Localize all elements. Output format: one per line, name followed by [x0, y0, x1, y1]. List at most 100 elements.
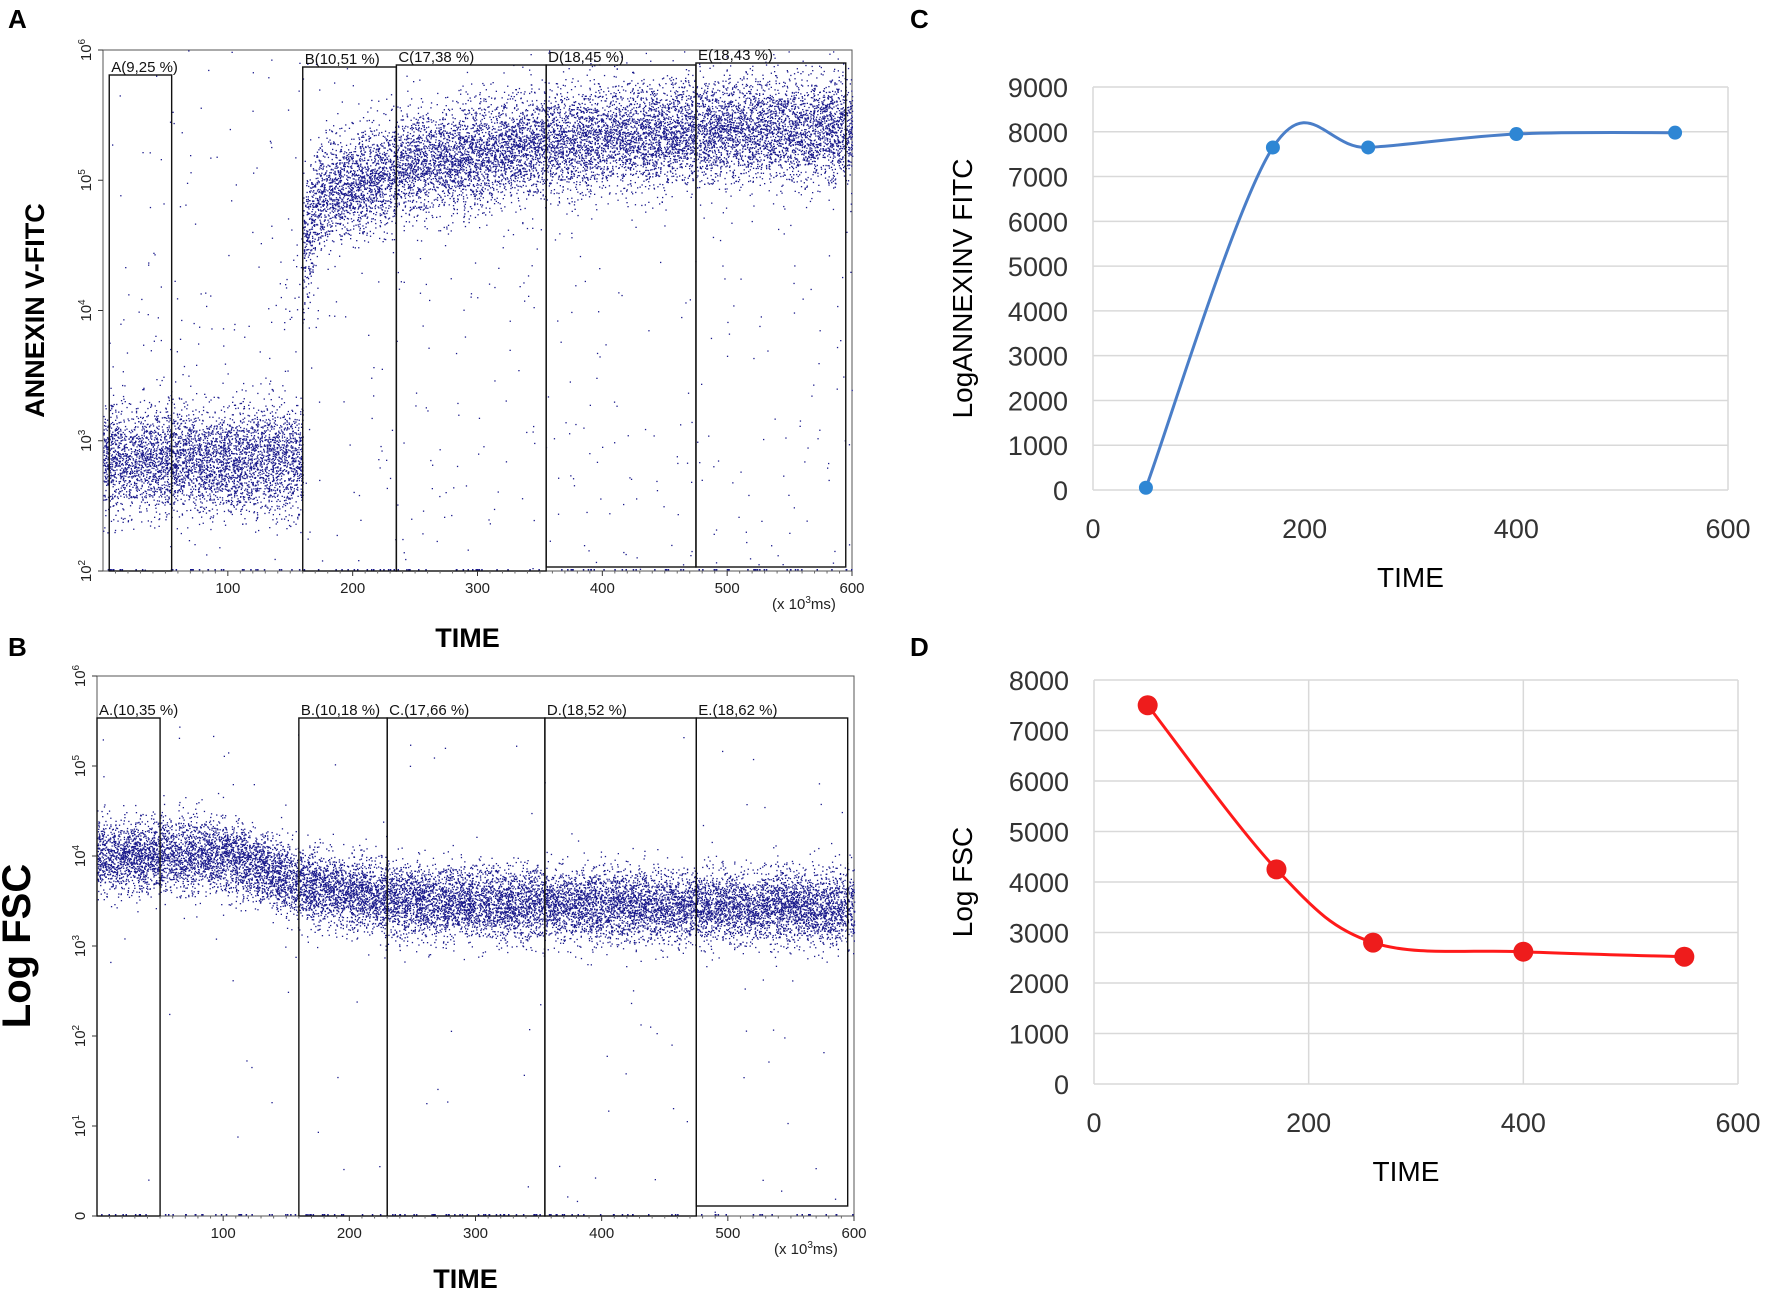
y-tick-label: 3000: [1008, 342, 1068, 372]
y-tick-label: 106: [77, 38, 95, 61]
data-point: [1361, 140, 1375, 154]
plot-frame: [97, 676, 854, 1216]
x-tick-label: 600: [841, 1225, 866, 1242]
gate-c: [387, 718, 545, 1216]
flow-scatter-chart-a: A(9,25 %) B(10,51 %) C(17,38 %) D(18,45 %) E…: [20, 38, 865, 653]
x-tick-label: 200: [340, 580, 365, 597]
event-dots: [103, 50, 853, 571]
y-axis-title: LogANNEXINV FITC: [947, 159, 978, 419]
gate-e: [696, 718, 847, 1206]
data-point: [1266, 859, 1286, 879]
y-axis-title: ANNEXIN V-FITC: [20, 203, 50, 418]
y-tick-label: 5000: [1009, 818, 1069, 848]
x-axis-title: TIME: [435, 623, 500, 653]
data-point: [1138, 695, 1158, 715]
gate-label-c: C(17,38 %): [398, 49, 474, 66]
y-tick-label: 101: [71, 1114, 89, 1137]
x-tick-label: 200: [1282, 514, 1327, 544]
x-axis-title: TIME: [433, 1264, 498, 1291]
x-tick-label: 100: [215, 580, 240, 597]
y-tick-label: 103: [71, 934, 89, 957]
x-tick-label: 0: [1085, 514, 1100, 544]
y-tick-label: 105: [77, 169, 95, 192]
x-axis-title: TIME: [1373, 1156, 1440, 1187]
gate-label-b: B(10,51 %): [305, 51, 380, 68]
gate-b: [299, 718, 387, 1216]
x-tick-label: 400: [589, 1225, 614, 1242]
x-tick-label: 500: [715, 1225, 740, 1242]
y-tick-label: 106: [71, 664, 89, 687]
gate-label-e: E(18,43 %): [698, 47, 773, 64]
event-dots: [97, 726, 855, 1215]
gate-label-e: E.(18,62 %): [698, 702, 777, 719]
y-tick-label: 4000: [1008, 297, 1068, 327]
x-tick-label: 500: [715, 580, 740, 597]
data-point: [1363, 933, 1383, 953]
x-tick-label: 600: [839, 580, 864, 597]
data-point: [1509, 127, 1523, 141]
y-axis-title: Log FSC: [0, 864, 39, 1028]
y-tick-label: 103: [77, 429, 95, 452]
y-tick-label: 1000: [1009, 1020, 1069, 1050]
x-tick-label: 400: [1501, 1108, 1546, 1138]
x-axis-title: TIME: [1377, 562, 1444, 593]
y-tick-label: 102: [77, 559, 95, 582]
y-tick-label: 6000: [1009, 767, 1069, 797]
gate-label-d: D.(18,52 %): [547, 702, 627, 719]
line-chart-d: 0 1000 2000 3000 4000 5000 6000 7000 8000 0 200 400…: [947, 666, 1761, 1187]
y-tick-label: 4000: [1009, 868, 1069, 898]
x-tick-label: 200: [337, 1225, 362, 1242]
y-tick-label: 7000: [1008, 163, 1068, 193]
y-tick-label: 0: [1054, 1070, 1069, 1100]
y-tick-label: 6000: [1008, 207, 1068, 237]
gate-label-a: A(9,25 %): [111, 59, 178, 76]
gate-label-b: B.(10,18 %): [301, 702, 380, 719]
y-tick-label: 102: [71, 1024, 89, 1047]
gate-d: [545, 718, 696, 1216]
data-point: [1674, 947, 1694, 967]
x-tick-label: 600: [1705, 514, 1750, 544]
y-tick-label: 7000: [1009, 717, 1069, 747]
y-tick-label: 3000: [1009, 919, 1069, 949]
y-tick-label: 8000: [1008, 118, 1068, 148]
panel-label-a: A: [8, 4, 27, 34]
y-axis-title: Log FSC: [947, 827, 978, 938]
gate-label-c: C.(17,66 %): [389, 702, 469, 719]
data-point: [1668, 126, 1682, 140]
series-line: [1146, 123, 1675, 488]
panel-label-d: D: [910, 632, 929, 662]
y-tick-label: 8000: [1009, 666, 1069, 696]
x-tick-label: 600: [1715, 1108, 1760, 1138]
x-tick-label: 400: [1494, 514, 1539, 544]
x-tick-label: 200: [1286, 1108, 1331, 1138]
gate-label-a: A.(10,35 %): [99, 702, 178, 719]
data-point: [1513, 942, 1533, 962]
y-tick-label: 0: [1053, 476, 1068, 506]
y-tick-label: 2000: [1009, 969, 1069, 999]
x-tick-label: 300: [465, 580, 490, 597]
panel-label-c: C: [910, 4, 929, 34]
y-tick-label: 104: [77, 299, 95, 322]
line-chart-c: 0 1000 2000 3000 4000 5000 6000 7000 8000 9000 0 20…: [947, 73, 1751, 593]
x-tick-label: 300: [463, 1225, 488, 1242]
data-point: [1139, 481, 1153, 495]
flow-scatter-chart-b: A.(10,35 %) B.(10,18 %) C.(17,66 %) D.(18,5…: [0, 664, 867, 1291]
x-unit-label: (x 103ms): [772, 595, 836, 613]
data-point: [1266, 140, 1280, 154]
y-tick-label: 1000: [1008, 431, 1068, 461]
x-tick-label: 400: [590, 580, 615, 597]
y-tick-label: 2000: [1008, 386, 1068, 416]
y-tick-label: 0: [72, 1212, 89, 1220]
x-tick-label: 100: [211, 1225, 236, 1242]
y-tick-label: 105: [71, 754, 89, 777]
x-tick-label: 0: [1086, 1108, 1101, 1138]
x-unit-label: (x 103ms): [774, 1240, 838, 1258]
gate-e: [696, 63, 846, 567]
y-tick-label: 5000: [1008, 252, 1068, 282]
y-tick-label: 9000: [1008, 73, 1068, 103]
y-tick-label: 104: [71, 844, 89, 867]
gate-b: [303, 67, 397, 571]
panel-label-b: B: [8, 632, 27, 662]
figure: A B C D A(9,25 %) B(10,51 %) C(17,38 %) D(1…: [0, 0, 1770, 1291]
gate-label-d: D(18,45 %): [548, 49, 624, 66]
